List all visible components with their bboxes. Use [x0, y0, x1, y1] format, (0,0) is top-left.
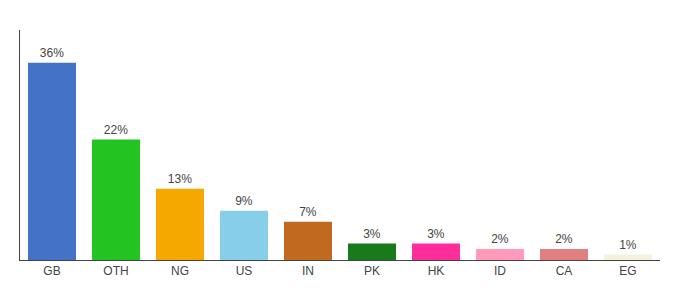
- svg-text:GB: GB: [43, 264, 60, 278]
- svg-text:36%: 36%: [40, 46, 64, 60]
- svg-text:3%: 3%: [363, 227, 381, 241]
- svg-text:3%: 3%: [427, 227, 445, 241]
- svg-text:9%: 9%: [235, 194, 253, 208]
- svg-text:2%: 2%: [491, 232, 509, 246]
- svg-text:CA: CA: [556, 264, 573, 278]
- svg-text:ID: ID: [494, 264, 506, 278]
- svg-text:2%: 2%: [555, 232, 573, 246]
- svg-text:OTH: OTH: [103, 264, 128, 278]
- svg-text:NG: NG: [171, 264, 189, 278]
- svg-text:1%: 1%: [619, 238, 637, 252]
- svg-text:IN: IN: [302, 264, 314, 278]
- svg-text:US: US: [236, 264, 253, 278]
- svg-text:EG: EG: [619, 264, 636, 278]
- svg-text:13%: 13%: [168, 172, 192, 186]
- svg-text:7%: 7%: [299, 205, 317, 219]
- svg-text:22%: 22%: [104, 123, 128, 137]
- svg-text:PK: PK: [364, 264, 380, 278]
- svg-text:HK: HK: [428, 264, 445, 278]
